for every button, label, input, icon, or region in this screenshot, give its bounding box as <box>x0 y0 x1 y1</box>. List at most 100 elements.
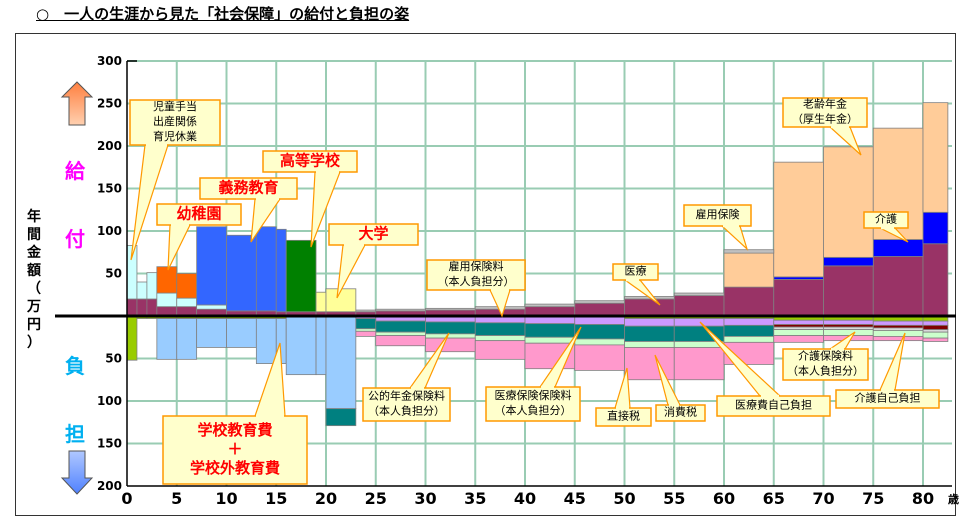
benefit-bar-segment <box>196 226 227 306</box>
burden-bar-segment <box>176 318 198 360</box>
benefit-bar-segment <box>136 281 148 300</box>
burden-bar-segment <box>425 316 476 323</box>
callout-box <box>426 259 526 291</box>
benefit-bar-segment <box>375 308 426 312</box>
benefit-bar-segment <box>673 295 725 317</box>
callout-text: 介護保険料 <box>798 348 853 362</box>
burden-bar-segment <box>872 330 924 337</box>
callout-text: 高等学校 <box>280 152 341 170</box>
x-tick-label: 40 <box>514 489 536 508</box>
callout-box <box>782 348 869 381</box>
y-axis-label-char: （ <box>27 281 41 297</box>
callout: 幼稚園 <box>156 203 242 271</box>
burden-bar-segment <box>723 318 775 326</box>
burden-bar-segment <box>574 316 625 325</box>
benefit-bar-segment <box>156 292 178 308</box>
up-arrow-icon <box>60 81 94 126</box>
callout-box <box>655 404 706 422</box>
burden-bar-segment <box>355 330 377 337</box>
callout: 公的年金保険料（本人負担分） <box>362 332 451 422</box>
x-tick-label: 0 <box>121 489 132 508</box>
burden-bar-segment <box>922 331 949 339</box>
callout-pointer <box>614 367 631 409</box>
y-tick-label: 250 <box>97 97 122 111</box>
x-tick-label: 35 <box>464 489 486 508</box>
callout-box <box>362 387 451 422</box>
benefit-bar-segment <box>136 298 148 317</box>
y-axis-label-char: 額 <box>26 262 41 279</box>
callout-text: 学校教育費 <box>197 421 272 439</box>
y-axis-label-char: 金 <box>26 244 42 261</box>
callout-text: 医療費自己負担 <box>735 397 812 411</box>
burden-bar-segment <box>673 347 725 381</box>
callouts: 児童手当出産関係育児休業幼稚園義務教育高等学校大学雇用保険料（本人負担分）医療雇… <box>129 96 940 485</box>
burden-bar-segment <box>425 337 476 353</box>
callout-pointer <box>720 225 749 251</box>
x-tick-label: 30 <box>414 489 436 508</box>
x-tick-label: 55 <box>663 489 685 508</box>
benefit-bar-segment <box>146 298 158 317</box>
callout-box <box>199 177 298 200</box>
callout-text: （本人負担分） <box>495 403 572 417</box>
callout: 直接税 <box>595 367 652 427</box>
benefit-bar-segment <box>773 161 824 278</box>
benefit-bar-segment <box>196 304 227 310</box>
x-axis-unit: 歳 <box>948 492 959 506</box>
benefit-bar-segment <box>823 256 874 267</box>
burden-bar-segment <box>325 408 357 427</box>
x-tick-label: 25 <box>365 489 387 508</box>
burden-bar-segment <box>922 320 949 326</box>
burden-bar-segment <box>624 341 675 348</box>
callout: 雇用保険料（本人負担分） <box>426 259 526 318</box>
burden-bar-segment <box>126 315 138 361</box>
x-tick-label: 45 <box>564 489 586 508</box>
callout-text: （本人負担分） <box>368 403 445 417</box>
page-title: ○ 一人の生涯から見た「社会保障」の給付と負担の姿 <box>36 5 410 23</box>
callout: 消費税 <box>654 354 706 422</box>
benefit-bar-segment <box>255 226 277 312</box>
benefit-bar-segment <box>325 288 357 313</box>
x-tick-label: 20 <box>315 489 337 508</box>
burden-bar-segment <box>524 316 576 325</box>
callout-text: 消費税 <box>664 404 697 418</box>
burden-bar-segment <box>574 344 625 371</box>
burden-bar-segment <box>872 335 924 342</box>
callout-text: 介護自己負担 <box>855 390 921 404</box>
burden-bar-segment <box>922 337 949 342</box>
burden-bar-segment <box>315 316 327 376</box>
y-tick-label: 150 <box>97 182 122 196</box>
callout-pointer <box>167 224 191 271</box>
x-tick-label: 70 <box>812 489 834 508</box>
chart-frame <box>15 33 956 516</box>
burden-bar-segment <box>574 324 625 340</box>
callout: 高等学校 <box>262 150 358 248</box>
callout-text: （厚生年金） <box>792 111 858 125</box>
callout-box <box>485 386 581 422</box>
callout-text: 医療保険保険料 <box>495 388 572 402</box>
callout-text: 公的年金保険料 <box>368 388 445 402</box>
callout: 学校教育費＋学校外教育費 <box>162 342 308 485</box>
callout: 義務教育 <box>199 177 298 243</box>
burden-bar-segment <box>723 335 775 343</box>
benefit-bar-segment <box>226 234 257 312</box>
down-arrow-icon <box>60 450 94 495</box>
benefit-bar-segment <box>146 272 158 300</box>
callout-text: （本人負担分） <box>438 274 515 288</box>
burden-bar-segment <box>226 318 257 348</box>
burden-bar-segment <box>673 318 725 327</box>
burden-bar-segment <box>922 324 949 331</box>
callout-box <box>156 203 242 226</box>
callout-text: 学校外教育費 <box>190 459 280 477</box>
callout-text: 老齢年金 <box>803 96 847 110</box>
benefit-bar-segment <box>872 239 924 257</box>
burden-bar-segment <box>375 320 426 333</box>
x-tick-label: 80 <box>912 489 934 508</box>
x-tick-label: 65 <box>763 489 785 508</box>
benefit-bar-segment <box>176 297 198 308</box>
callout-text: 医療 <box>625 263 647 277</box>
callout-text: 義務教育 <box>218 179 278 197</box>
y-axis-label-char: 間 <box>27 227 41 243</box>
benefit-bar-segment <box>285 239 317 313</box>
